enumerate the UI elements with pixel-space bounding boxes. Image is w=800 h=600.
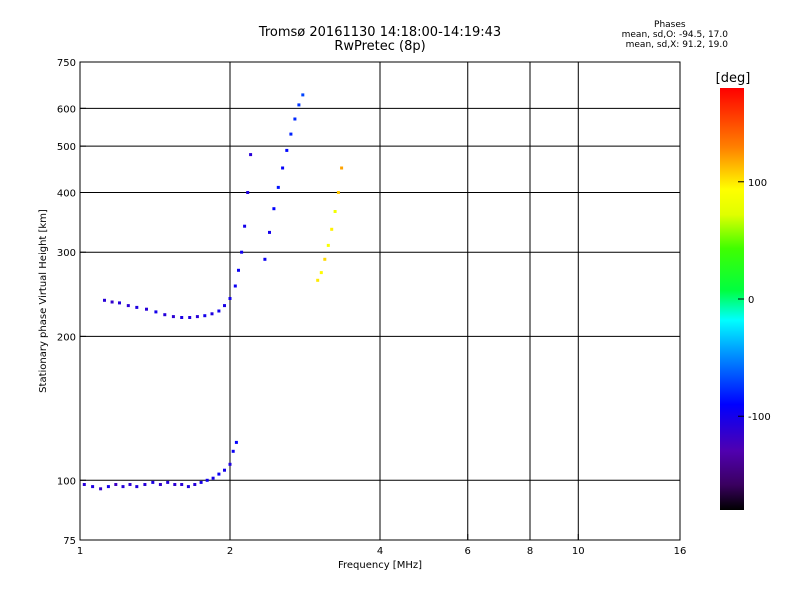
y-tick-label: 600 bbox=[57, 104, 76, 115]
data-point bbox=[188, 316, 192, 319]
data-point bbox=[135, 305, 139, 309]
data-point bbox=[276, 185, 280, 189]
data-point bbox=[158, 483, 162, 486]
phase-stats-o-mode: mean, sd,O: -94.5, 17.0 bbox=[621, 30, 728, 40]
data-point bbox=[82, 483, 86, 486]
x-tick-label: 2 bbox=[227, 546, 233, 557]
data-point bbox=[91, 485, 95, 489]
data-point bbox=[223, 304, 226, 308]
x-tick-label: 1 bbox=[77, 546, 83, 557]
grid-lines bbox=[80, 62, 680, 540]
data-points bbox=[82, 93, 344, 491]
data-point bbox=[106, 485, 110, 489]
data-point bbox=[126, 304, 130, 308]
data-point bbox=[203, 314, 207, 318]
data-point bbox=[128, 483, 132, 486]
data-point bbox=[186, 485, 190, 489]
data-point bbox=[114, 483, 118, 486]
colorbar-tick-label: 0 bbox=[748, 295, 754, 306]
x-axis-ticks: 1 2 4 6 8 10 16 bbox=[77, 534, 687, 557]
phase-stats-x-mode: mean, sd,X: 91.2, 19.0 bbox=[625, 40, 728, 50]
data-point bbox=[110, 300, 114, 304]
y-tick-label: 200 bbox=[57, 332, 76, 343]
data-point bbox=[316, 278, 320, 282]
data-point bbox=[228, 462, 232, 466]
data-point bbox=[195, 315, 199, 319]
phase-stats-title: Phases bbox=[654, 20, 686, 30]
data-point bbox=[268, 230, 271, 234]
colorbar-tick-label: 100 bbox=[748, 178, 767, 189]
colorbar-tick-label: -100 bbox=[748, 412, 771, 423]
data-point bbox=[293, 117, 297, 121]
data-point bbox=[171, 315, 175, 319]
data-point bbox=[211, 476, 215, 480]
data-point bbox=[228, 297, 232, 300]
data-point bbox=[180, 483, 184, 486]
data-point bbox=[199, 480, 203, 484]
data-point bbox=[340, 166, 344, 170]
phase-stats: Phases mean, sd,O: -94.5, 17.0 mean, sd,… bbox=[622, 20, 728, 50]
data-point bbox=[217, 472, 221, 476]
data-point bbox=[231, 449, 235, 453]
data-point bbox=[297, 103, 301, 107]
data-point bbox=[217, 309, 221, 313]
data-point bbox=[205, 478, 209, 482]
data-point bbox=[145, 307, 148, 311]
x-axis-label: Frequency [MHz] bbox=[338, 560, 422, 571]
data-point bbox=[336, 191, 340, 194]
data-point bbox=[319, 271, 323, 275]
data-point bbox=[301, 93, 305, 97]
data-point bbox=[289, 132, 293, 136]
data-point bbox=[263, 257, 267, 261]
y-tick-label: 500 bbox=[57, 142, 76, 153]
data-point bbox=[210, 312, 214, 316]
x-tick-label: 16 bbox=[674, 546, 687, 557]
y-tick-label: 300 bbox=[57, 248, 76, 259]
data-point bbox=[118, 301, 121, 305]
data-point bbox=[326, 243, 330, 247]
data-point bbox=[193, 483, 197, 486]
y-axis-ticks: 750 600 500 400 300 200 100 75 bbox=[57, 58, 86, 547]
chart-subtitle: RwPretec (8p) bbox=[334, 39, 426, 54]
x-tick-label: 4 bbox=[377, 546, 383, 557]
data-point bbox=[180, 316, 184, 319]
colorbar-unit: [deg] bbox=[716, 71, 751, 86]
colorbar-ticks: 100 0 -100 bbox=[738, 178, 771, 423]
data-point bbox=[240, 250, 244, 254]
data-point bbox=[135, 485, 139, 489]
data-point bbox=[233, 284, 237, 288]
x-tick-label: 8 bbox=[527, 546, 533, 557]
y-axis-label: Stationary phase Virtual Height [km] bbox=[38, 209, 49, 393]
y-tick-label: 75 bbox=[63, 536, 76, 547]
x-tick-label: 6 bbox=[465, 546, 471, 557]
data-point bbox=[323, 257, 327, 261]
y-tick-label: 750 bbox=[57, 58, 76, 69]
y-tick-label: 400 bbox=[57, 188, 76, 199]
data-point bbox=[103, 298, 106, 302]
data-point bbox=[285, 148, 289, 152]
data-point bbox=[330, 227, 334, 231]
data-point bbox=[246, 191, 250, 194]
data-point bbox=[99, 487, 103, 491]
data-point bbox=[243, 224, 247, 228]
data-point bbox=[234, 440, 238, 444]
data-point bbox=[223, 468, 226, 472]
data-point bbox=[272, 207, 276, 211]
data-point bbox=[151, 480, 155, 484]
data-point bbox=[249, 153, 253, 157]
data-point bbox=[281, 166, 285, 170]
data-point bbox=[333, 210, 337, 213]
data-point bbox=[143, 483, 147, 486]
chart-title: Tromsø 20161130 14:18:00-14:19:43 bbox=[258, 25, 502, 40]
y-tick-label: 100 bbox=[57, 476, 76, 487]
x-tick-label: 10 bbox=[572, 546, 585, 557]
chart-title-block: Tromsø 20161130 14:18:00-14:19:43 RwPret… bbox=[200, 26, 560, 54]
data-point bbox=[121, 485, 125, 489]
data-point bbox=[166, 480, 170, 484]
data-point bbox=[237, 268, 240, 272]
data-point bbox=[163, 313, 167, 317]
data-point bbox=[154, 310, 158, 314]
data-point bbox=[173, 483, 177, 486]
